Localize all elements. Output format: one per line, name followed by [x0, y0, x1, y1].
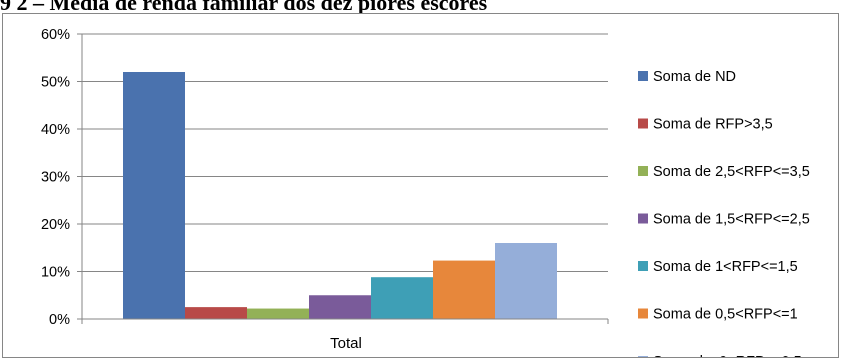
legend-swatch — [638, 166, 648, 176]
legend-swatch — [638, 308, 648, 319]
bar — [185, 307, 247, 319]
legend-swatch — [638, 213, 648, 224]
legend-item: Soma de 1,5<RFP<=2,5 — [638, 212, 810, 228]
bar — [309, 295, 371, 319]
legend-label: Soma de 1,5<RFP<=2,5 — [653, 212, 810, 228]
legend-item: Soma de ND — [638, 69, 736, 85]
legend-label: Soma de 2,5<RFP<=3,5 — [653, 164, 810, 180]
page-heading: 9 2 – Média de renda familiar dos dez pi… — [0, 0, 488, 15]
y-tick-label: 30% — [41, 170, 70, 186]
bar-chart: 0%10%20%30%40%50%60% Total Soma de NDSom… — [41, 27, 810, 361]
x-category-label: Total — [330, 335, 362, 352]
bar — [247, 308, 309, 319]
legend-label: Soma de 0<RFP<=0,5 — [653, 354, 802, 357]
legend-item: Soma de 0<RFP<=0,5 — [638, 354, 802, 361]
axes — [81, 34, 609, 324]
legend-swatch — [638, 118, 648, 129]
legend-label: Soma de RFP>3,5 — [653, 117, 773, 133]
legend-item: Soma de 1<RFP<=1,5 — [638, 259, 798, 275]
bar — [495, 243, 557, 319]
bars — [123, 72, 557, 319]
y-tick-label: 50% — [41, 75, 70, 91]
y-tick-label: 40% — [41, 122, 70, 138]
y-tick-label: 0% — [49, 312, 70, 328]
legend-swatch — [638, 356, 648, 361]
y-tick-label: 20% — [41, 217, 70, 233]
bar — [123, 72, 185, 319]
legend-item: Soma de 0,5<RFP<=1 — [638, 307, 798, 323]
legend-label: Soma de 1<RFP<=1,5 — [653, 259, 798, 275]
legend-swatch — [638, 71, 648, 81]
chart-frame: 0% 10% 20% 30% 40% 50% 60% Total Soma de ND Som… — [2, 13, 839, 361]
bar — [371, 277, 433, 319]
legend-item: Soma de 2,5<RFP<=3,5 — [638, 164, 810, 180]
legend-item: Soma de RFP>3,5 — [638, 117, 773, 133]
y-axis-ticks: 0% 10% 20% 30% 40% 50% 60% — [41, 27, 82, 328]
bar — [433, 260, 495, 319]
legend: Soma de ND Soma de RFP>3,5 Soma de 2,5<RFP… — [638, 69, 810, 361]
legend-label: Soma de ND — [653, 69, 736, 85]
x-axis-labels: Total — [330, 335, 362, 352]
legend-label: Soma de 0,5<RFP<=1 — [653, 307, 798, 323]
y-tick-label: 10% — [41, 265, 70, 281]
y-tick-label: 60% — [41, 27, 70, 43]
legend-swatch — [638, 261, 648, 271]
